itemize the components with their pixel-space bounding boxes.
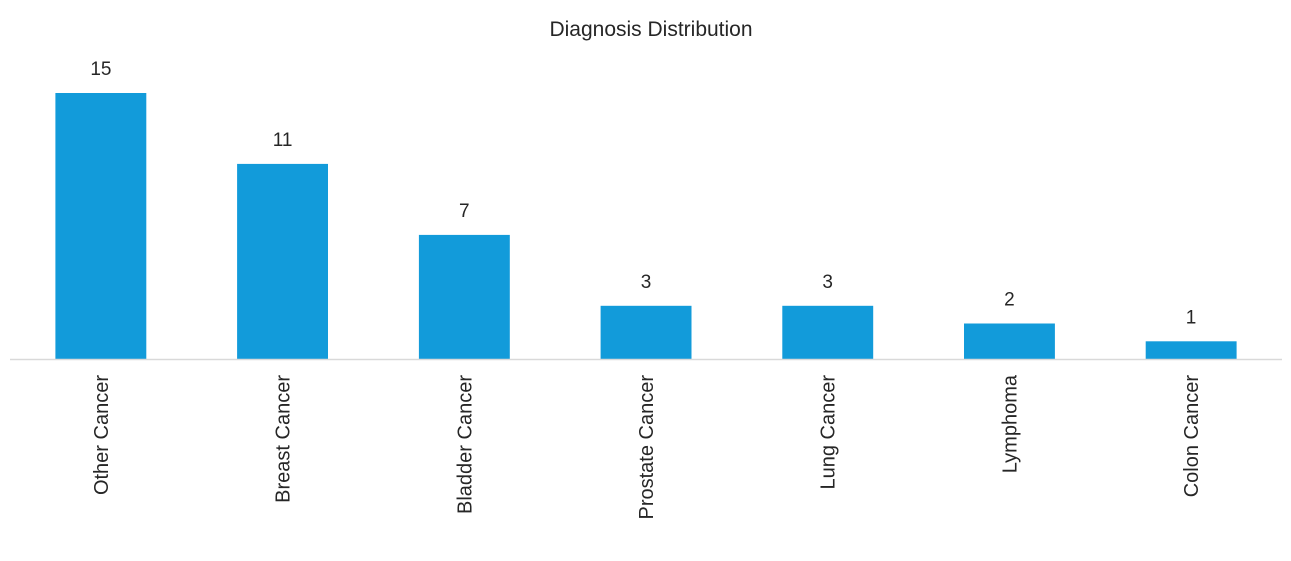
x-tick-label-colon-cancer: Colon Cancer [1181,375,1203,498]
data-label-breast-cancer: 11 [273,130,293,151]
data-label-other-cancer: 15 [90,59,111,80]
x-tick-label-breast-cancer: Breast Cancer [273,375,295,503]
bar-prostate-cancer [600,305,692,359]
x-tick-label-bladder-cancer: Bladder Cancer [454,375,476,514]
x-tick-label-lung-cancer: Lung Cancer [818,375,840,490]
chart-title: Diagnosis Distribution [549,18,752,41]
x-tick-labels-group: Other Cancer Breast Cancer Bladder Cancer P… [91,374,1203,519]
data-labels-group: 15 11 7 3 3 2 1 [90,59,1196,328]
x-tick-label-prostate-cancer: Prostate Cancer [636,375,658,520]
data-label-prostate-cancer: 3 [641,272,652,293]
bar-lymphoma [964,323,1055,359]
bar-lung-cancer [782,305,874,359]
x-tick-label-other-cancer: Other Cancer [91,375,113,495]
data-label-bladder-cancer: 7 [459,201,470,222]
data-label-colon-cancer: 1 [1186,307,1197,328]
data-label-lymphoma: 2 [1004,290,1015,311]
data-label-lung-cancer: 3 [822,272,833,293]
bar-breast-cancer [237,163,328,359]
bar-other-cancer [55,93,147,359]
x-tick-label-lymphoma: Lymphoma [999,374,1021,473]
bar-colon-cancer [1145,341,1237,359]
bar-bladder-cancer [418,234,510,359]
bars-group [55,93,1237,359]
